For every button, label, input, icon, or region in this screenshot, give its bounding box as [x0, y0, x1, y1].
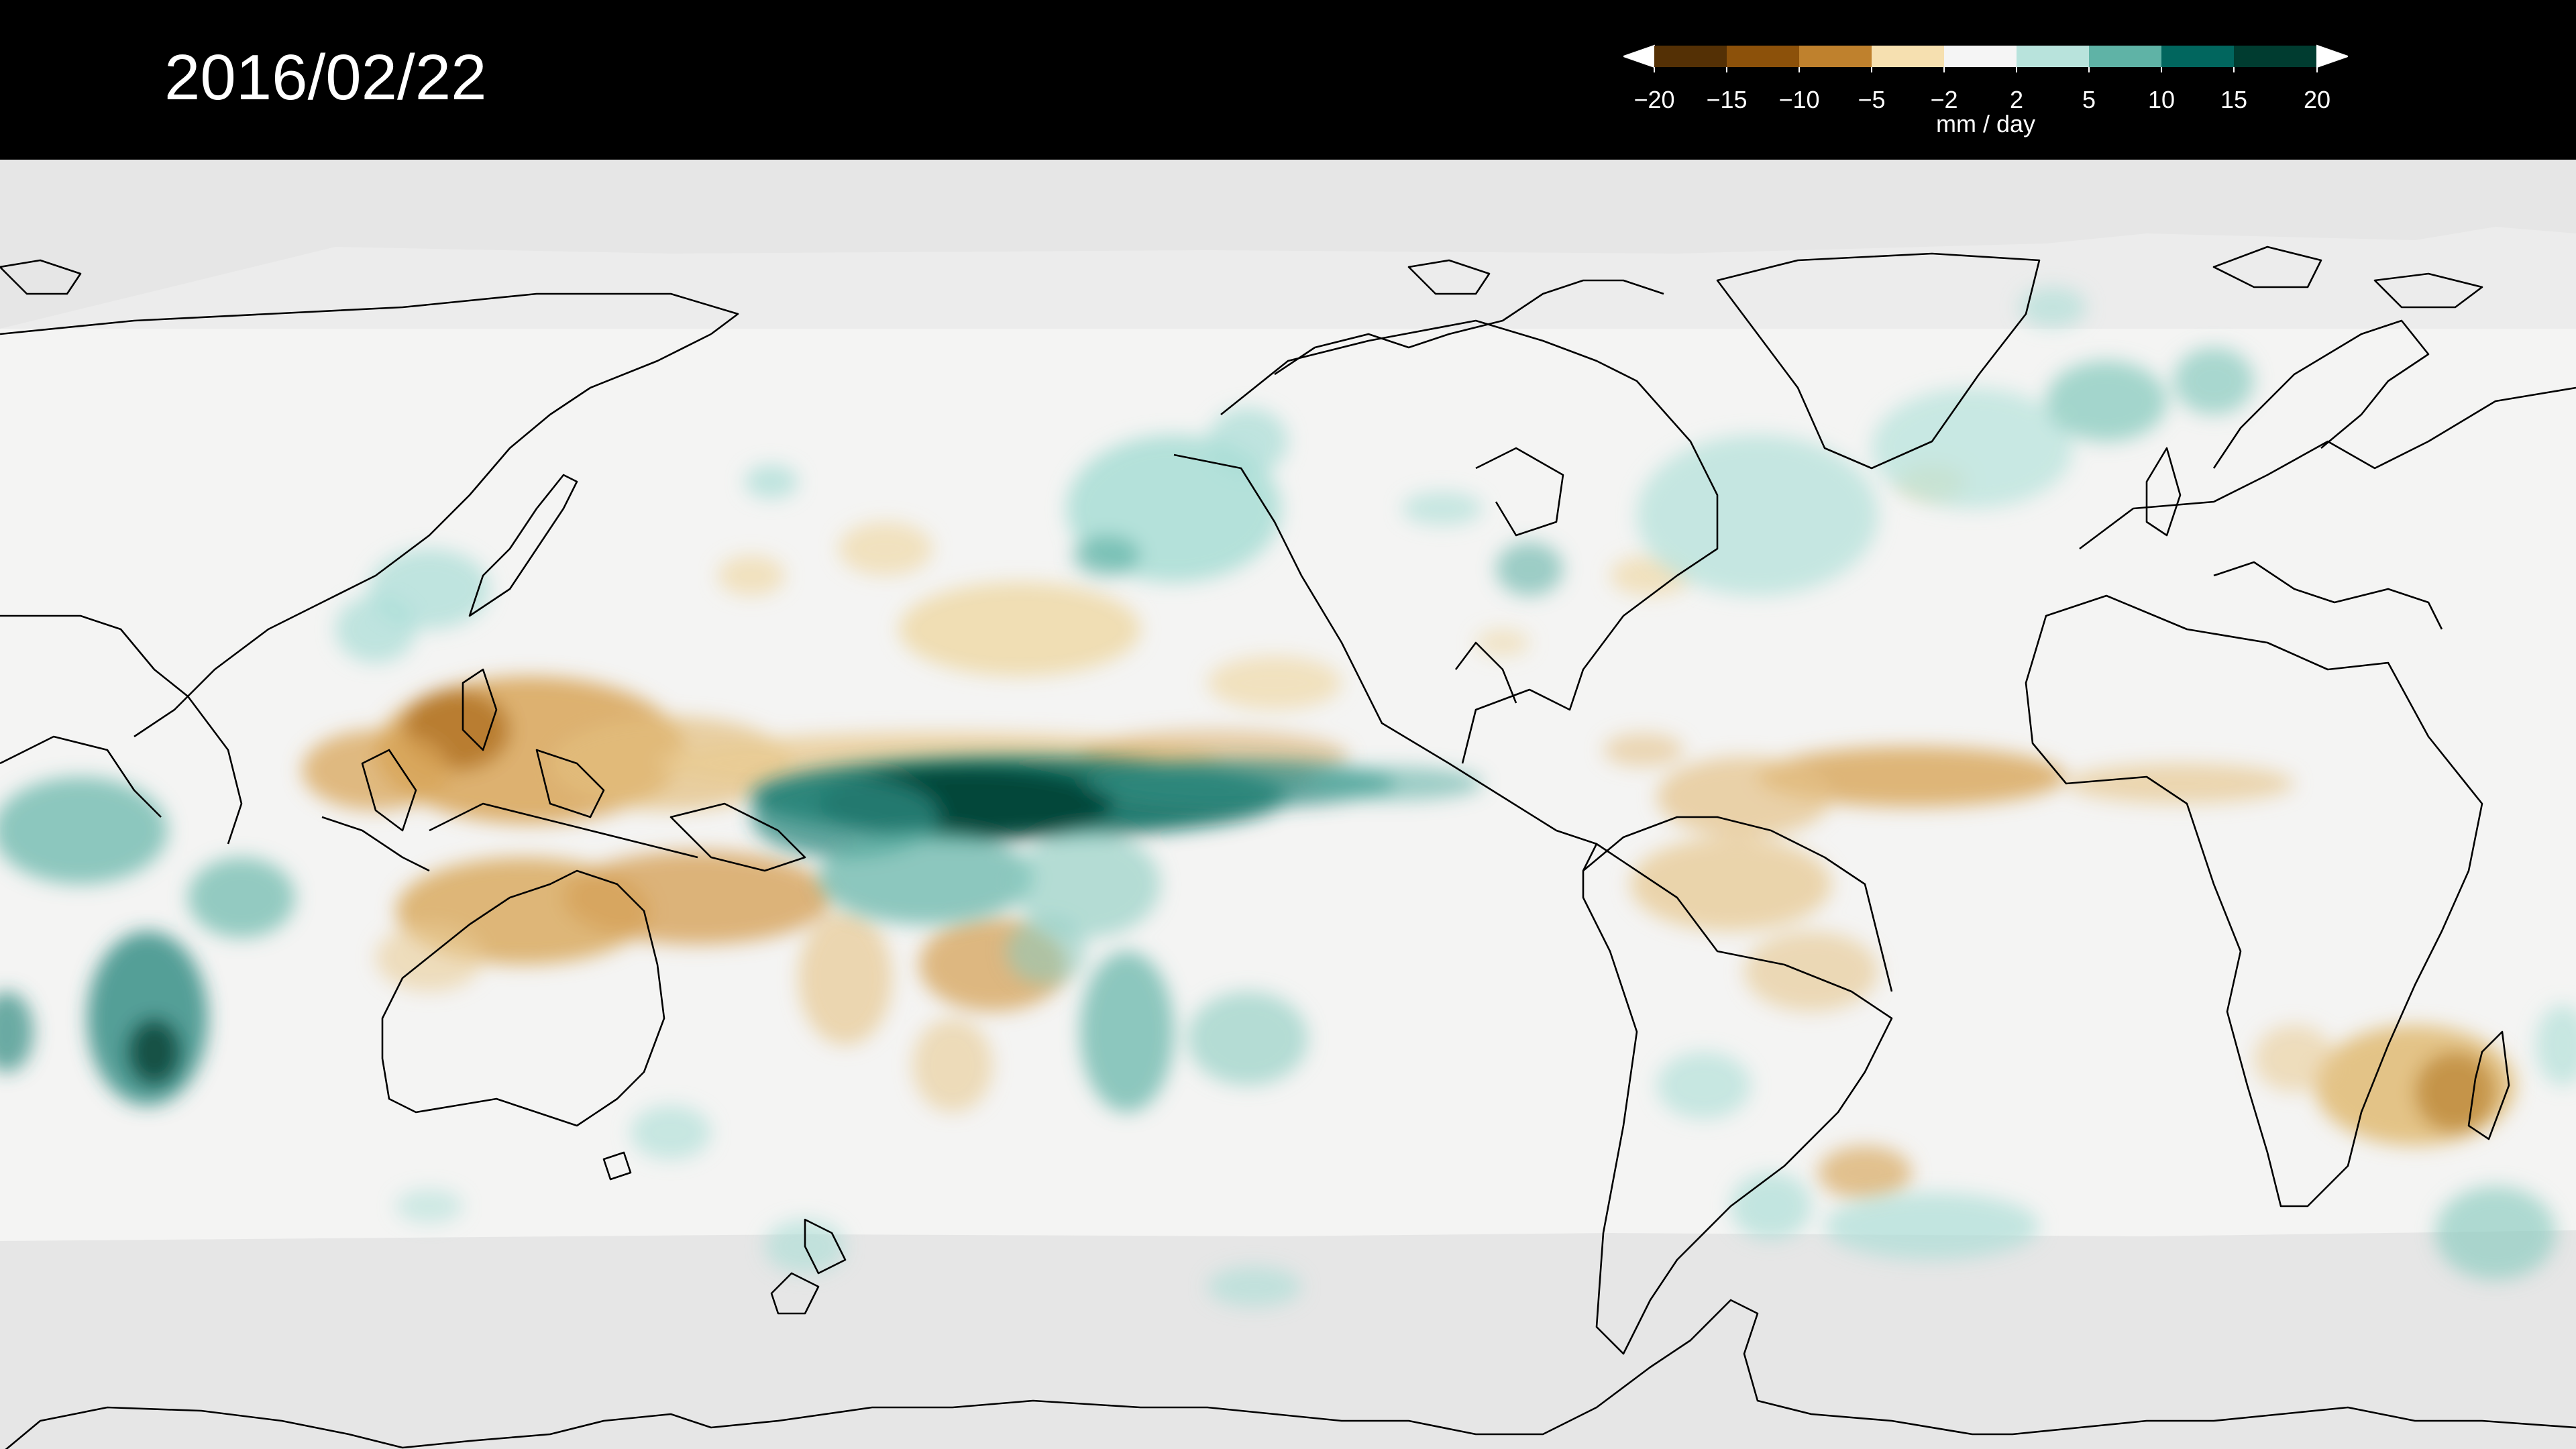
- colorbar-tick-label: 15: [2220, 86, 2248, 113]
- colorbar-segment: [1944, 46, 2017, 67]
- world-map: [0, 160, 2576, 1449]
- colorbar-segment: [1799, 46, 1872, 67]
- coastlines: [0, 246, 2576, 1449]
- colorbar-ticks: [1654, 67, 2318, 72]
- colorbar-tick-label: 5: [2082, 86, 2096, 113]
- colorbar-legend: −20 −15 −10 −5 −2 2 5 10 15 20 mm / day: [1623, 42, 2348, 142]
- date-label: 2016/02/22: [164, 42, 487, 113]
- colorbar-segment: [1654, 46, 1727, 67]
- colorbar-tick-label: 20: [2303, 86, 2331, 113]
- colorbar-segment: [2017, 46, 2089, 67]
- colorbar-segment: [2089, 46, 2161, 67]
- colorbar-tick-label: 10: [2147, 86, 2176, 113]
- colorbar-segment: [1872, 46, 1944, 67]
- colorbar-segment: [1727, 46, 1799, 67]
- header-bar: 2016/02/22: [0, 0, 2576, 160]
- colorbar-tick-label: 2: [2009, 86, 2024, 113]
- colorbar-segment: [2234, 46, 2317, 67]
- colorbar-tick-label: −10: [1778, 86, 1820, 113]
- colorbar-tick-label: −2: [1930, 86, 1958, 113]
- wet-anomalies: [0, 287, 2576, 1307]
- colorbar-unit-label: mm / day: [1935, 110, 2036, 138]
- antarctic-mask: [0, 1230, 2576, 1449]
- dry-anomalies: [302, 465, 2516, 1199]
- colorbar: [1623, 44, 2348, 72]
- colorbar-extend-max: [2316, 44, 2348, 68]
- colorbar-tick-label: −20: [1633, 86, 1675, 113]
- colorbar-tick-label: −5: [1858, 86, 1886, 113]
- colorbar-tick-label: −15: [1706, 86, 1748, 113]
- arctic-mask-band: [0, 160, 2576, 329]
- colorbar-segment: [2161, 46, 2234, 67]
- colorbar-extend-min: [1623, 44, 1655, 68]
